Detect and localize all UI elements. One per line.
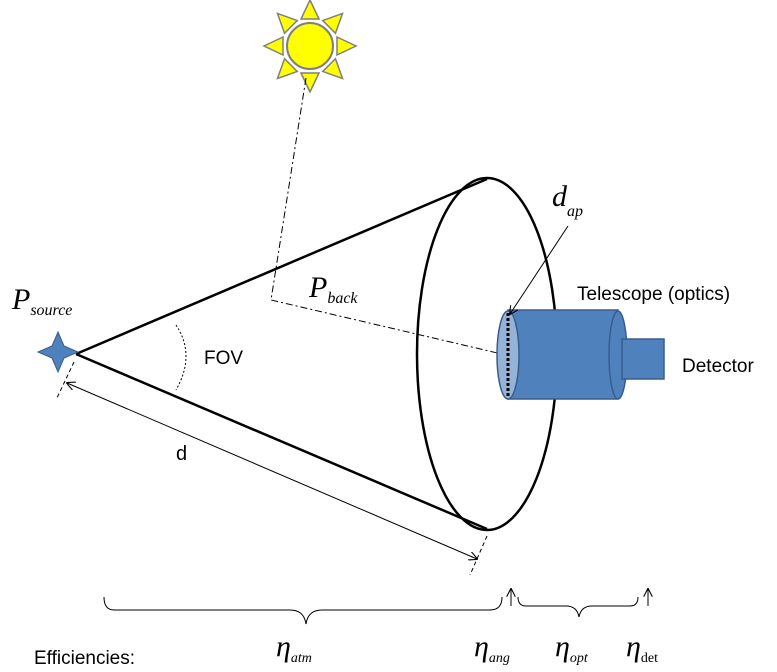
eta-atm-label: ηatm <box>276 630 312 666</box>
efficiencies-label: Efficiencies: <box>34 648 135 669</box>
sun-ray <box>262 35 284 57</box>
distance-label: d <box>176 443 187 465</box>
sun-ray <box>321 57 344 80</box>
fov-angle-arc <box>175 324 187 391</box>
eta-det-label: ηdet <box>626 630 658 666</box>
efficiency-braces <box>103 596 639 625</box>
detector-label: Detector <box>682 356 754 377</box>
sun-ray <box>321 12 344 35</box>
telescope <box>496 309 665 400</box>
telescope-body <box>507 309 619 400</box>
sun-ray <box>299 72 321 94</box>
sun-disc <box>286 22 334 70</box>
telescope-label: Telescope (optics) <box>577 284 730 305</box>
eta-opt-label: ηopt <box>555 630 589 666</box>
p-source-label: Psource <box>11 283 72 319</box>
distance-arrow <box>67 383 477 559</box>
distance-extension-left <box>55 361 75 401</box>
sun-ray <box>299 0 321 20</box>
sun-ray <box>336 35 358 57</box>
distance-extension-right <box>469 535 488 576</box>
fov-cone <box>75 176 559 532</box>
background-light-path <box>270 77 507 357</box>
sun-icon <box>262 0 358 94</box>
cone-upper-edge <box>75 177 488 356</box>
sun-rays <box>262 0 358 94</box>
fov-label: FOV <box>204 348 243 369</box>
sun-ray <box>276 57 299 80</box>
brace-atm <box>103 596 503 625</box>
eta-ang-label: ηang <box>474 630 510 666</box>
aperture-arrow <box>510 225 569 314</box>
brace-opt <box>517 596 639 618</box>
d-ap-label: dap <box>552 180 583 220</box>
sun-ray <box>276 12 299 35</box>
star-icon <box>36 330 80 374</box>
detector-box <box>621 338 665 380</box>
p-back-label: Pback <box>308 271 358 307</box>
